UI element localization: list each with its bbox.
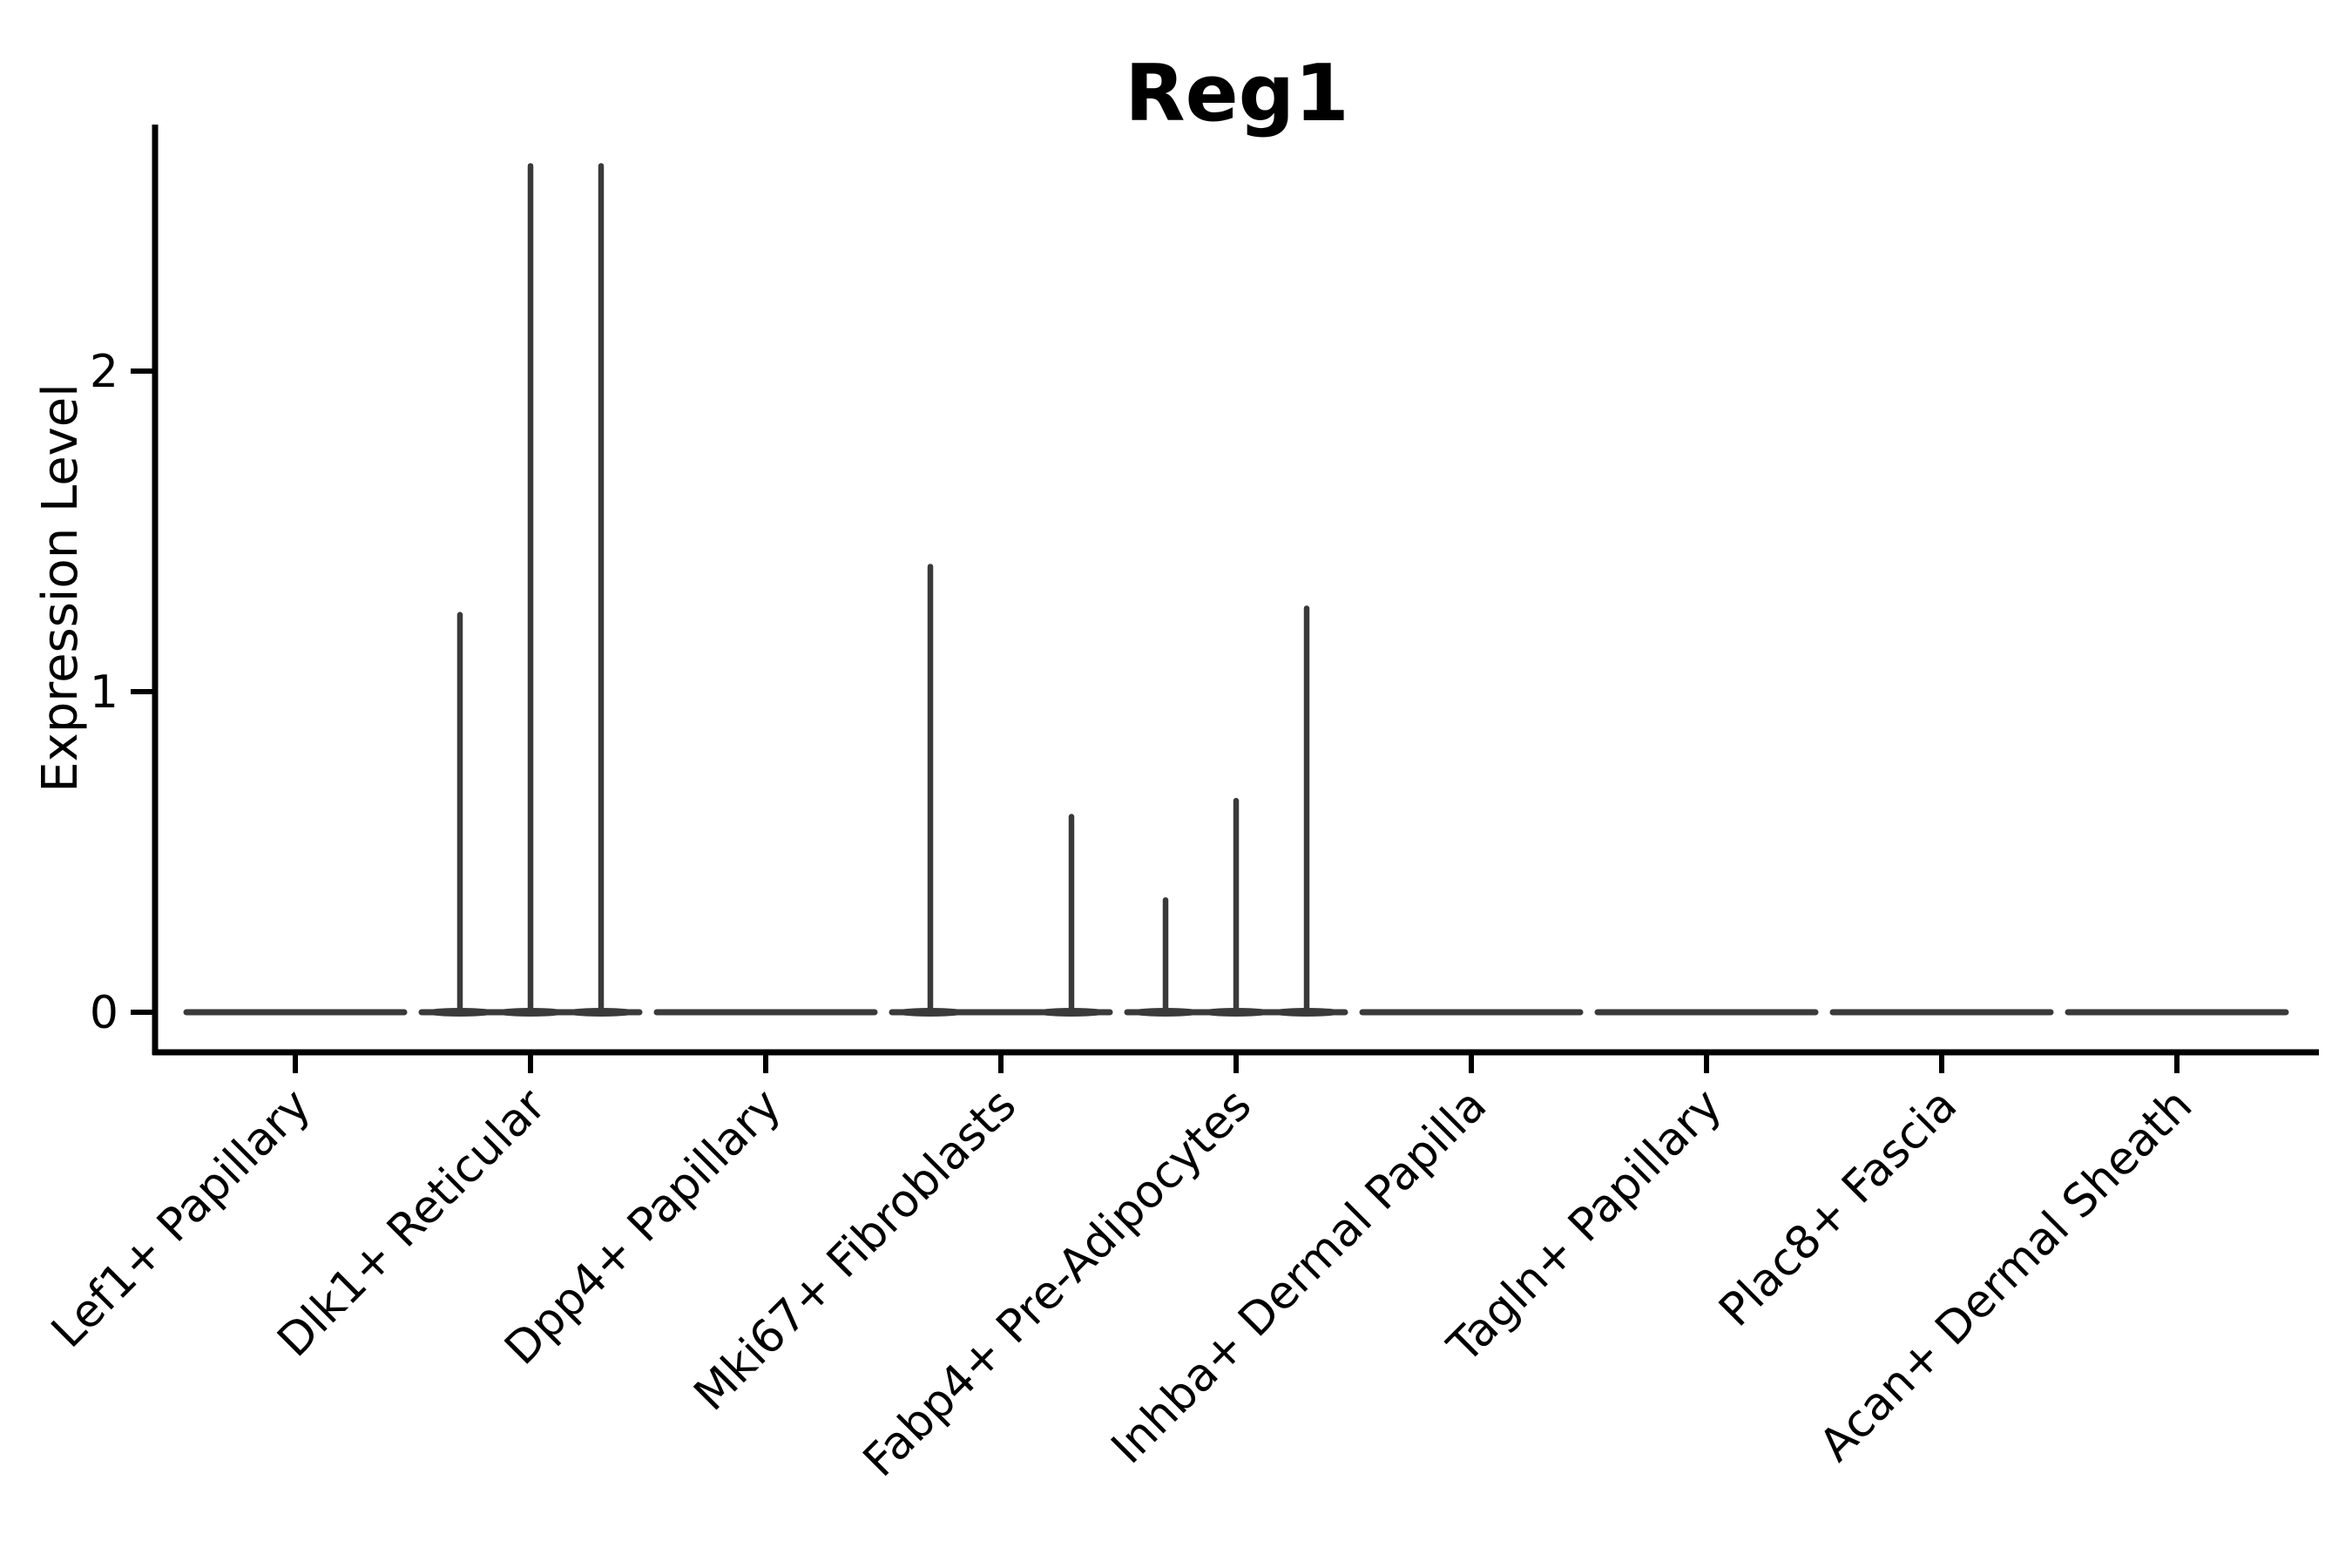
y-axis-label: Expression Level	[32, 383, 89, 793]
violin-2	[418, 163, 643, 1017]
x-tick-label: Fabp4+ Pre-Adipocytes	[854, 1079, 1261, 1487]
x-tick-label: Lef1+ Papillary	[42, 1079, 321, 1358]
violin-4	[889, 564, 1113, 1017]
violins-layer	[183, 163, 2289, 1017]
x-tick-label: Plac8+ Fascia	[1709, 1079, 1967, 1337]
x-tick-label: Acan+ Dermal Sheath	[1810, 1079, 2203, 1472]
y-tick-label: 0	[90, 987, 118, 1039]
y-tick-label: 2	[90, 346, 118, 398]
x-tick-label: Inhba+ Dermal Papilla	[1102, 1079, 1497, 1474]
plot-title: Reg1	[1125, 48, 1348, 139]
violin-5	[1124, 605, 1348, 1017]
y-axis: 0 1 2	[90, 125, 159, 1055]
y-tick-label: 1	[90, 666, 118, 719]
